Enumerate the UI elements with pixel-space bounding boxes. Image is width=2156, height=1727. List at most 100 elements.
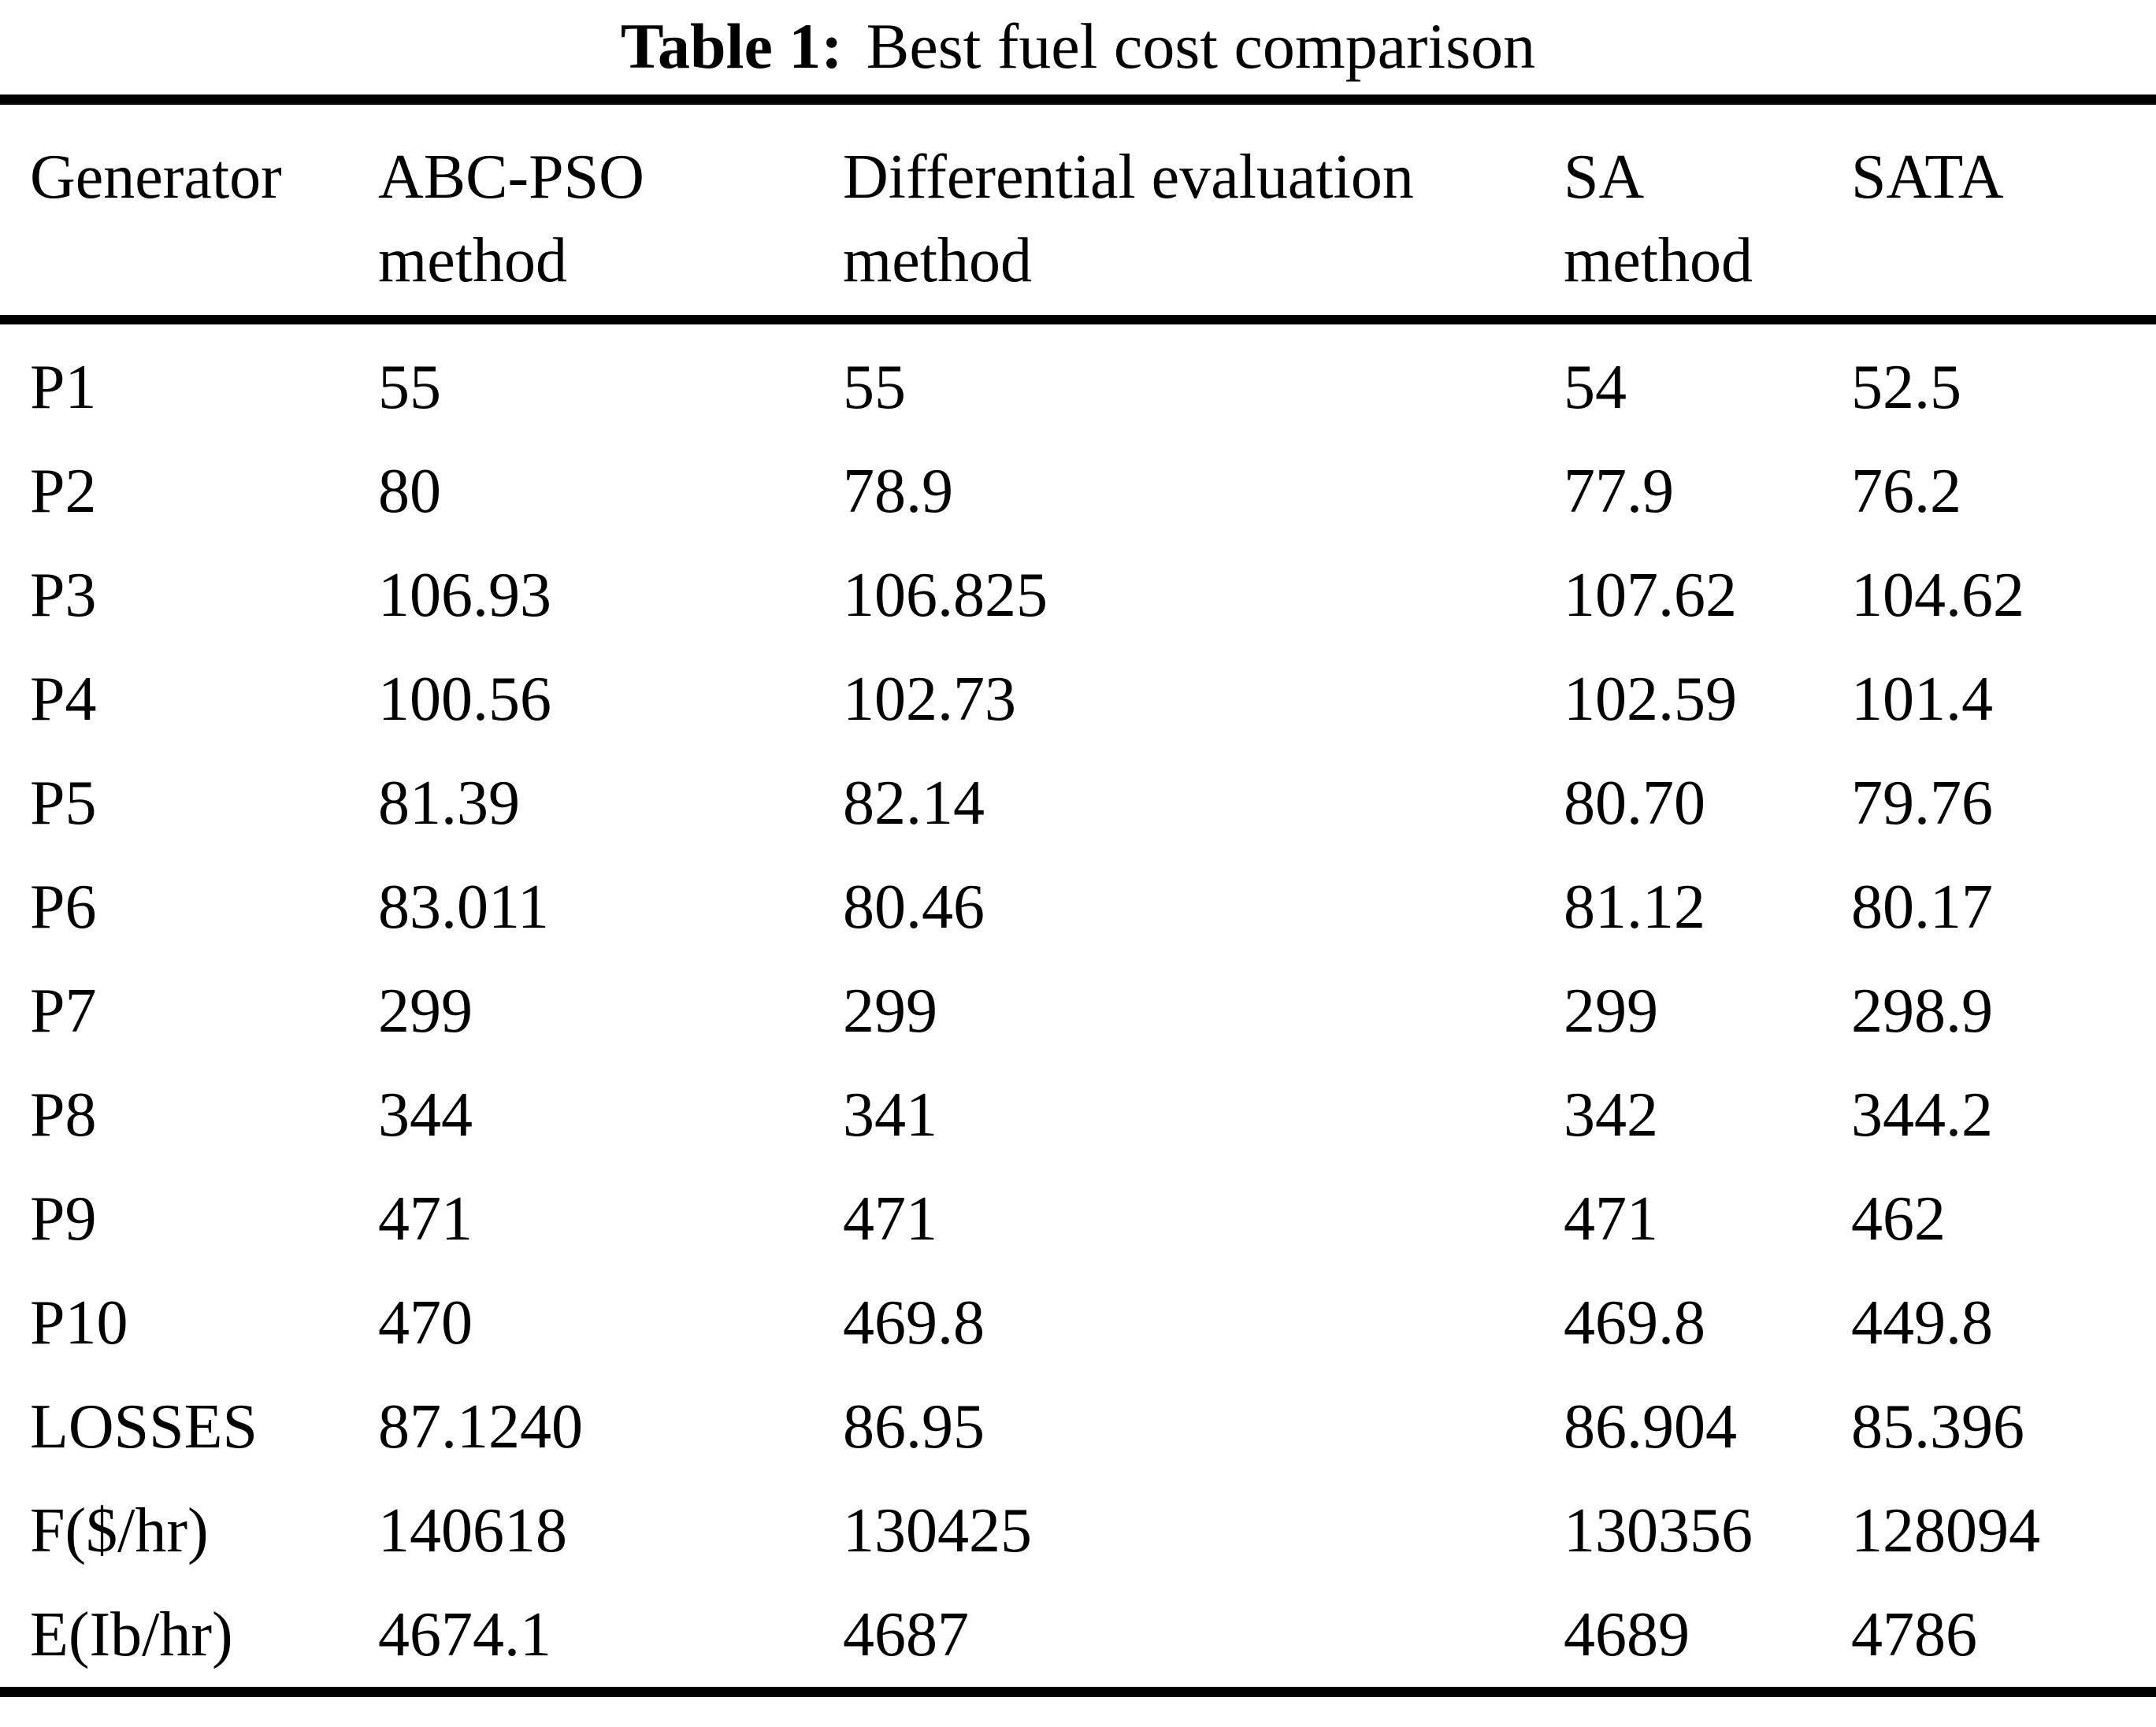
cell-sa: 4689	[1564, 1600, 1690, 1670]
cell-abc-pso: 140618	[378, 1496, 567, 1566]
row-label: P5	[30, 769, 97, 839]
table-row: P8 344 341 342 344.2	[0, 1063, 2156, 1167]
table-row: P2 80 78.9 77.9 76.2	[0, 439, 2156, 543]
cell-abc-pso: 83.011	[378, 873, 550, 943]
cell-abc-pso: 471	[378, 1184, 473, 1254]
row-label: P2	[30, 457, 97, 527]
cell-sata: 52.5	[1851, 353, 1961, 423]
cell-sata: 449.8	[1851, 1288, 1993, 1358]
cell-sa: 342	[1564, 1080, 1658, 1151]
header-line: ABC-PSO	[378, 143, 644, 212]
table-row: P4 100.56 102.73 102.59 101.4	[0, 647, 2156, 751]
row-label: E(Ib/hr)	[30, 1600, 233, 1670]
col-header-sata: SATA	[1851, 99, 2156, 325]
cell-sa: 81.12	[1564, 873, 1705, 943]
cell-sata: 462	[1851, 1184, 1946, 1254]
cell-differential-evaluation: 106.825	[843, 561, 1048, 631]
cell-sata: 344.2	[1851, 1080, 1993, 1151]
cell-abc-pso: 470	[378, 1288, 473, 1358]
cell-differential-evaluation: 471	[843, 1184, 937, 1254]
table-row: P1 55 55 54 52.5	[0, 320, 2156, 439]
header-line: Differential evaluation	[843, 143, 1414, 212]
cell-sa: 469.8	[1564, 1288, 1705, 1358]
cell-sata: 76.2	[1851, 457, 1961, 527]
cell-sata: 80.17	[1851, 873, 1993, 943]
cell-sa: 77.9	[1564, 457, 1674, 527]
row-label: P10	[30, 1288, 128, 1358]
header-row: Generator ABC-PSO method Differential ev…	[0, 99, 2156, 325]
cell-abc-pso: 100.56	[378, 665, 551, 735]
header-line: method	[843, 225, 1032, 295]
cell-sa: 299	[1564, 977, 1658, 1047]
table-row: P3 106.93 106.825 107.62 104.62	[0, 543, 2156, 647]
cell-differential-evaluation: 102.73	[843, 665, 1016, 735]
row-label: P3	[30, 561, 97, 631]
col-header-sa-method: SA method	[1564, 99, 1851, 325]
cell-abc-pso: 106.93	[378, 561, 551, 631]
cell-sata: 85.396	[1851, 1392, 2024, 1462]
cell-differential-evaluation: 299	[843, 977, 937, 1047]
cell-abc-pso: 55	[378, 353, 441, 423]
row-label: LOSSES	[30, 1392, 258, 1462]
row-label: P4	[30, 665, 97, 735]
cell-sa: 107.62	[1564, 561, 1737, 631]
cell-sata: 79.76	[1851, 769, 1993, 839]
table-row: P5 81.39 82.14 80.70 79.76	[0, 751, 2156, 855]
cell-differential-evaluation: 4687	[843, 1600, 969, 1670]
fuel-cost-comparison-table: Generator ABC-PSO method Differential ev…	[0, 95, 2156, 1698]
row-label: P1	[30, 353, 97, 423]
header-line: Generator	[30, 143, 282, 212]
table-row: P7 299 299 299 298.9	[0, 959, 2156, 1063]
cell-sata: 4786	[1851, 1600, 1977, 1670]
cell-abc-pso: 4674.1	[378, 1600, 551, 1670]
table-row: P10 470 469.8 469.8 449.8	[0, 1271, 2156, 1375]
table-row: LOSSES 87.1240 86.95 86.904 85.396	[0, 1375, 2156, 1479]
header-line: SA	[1564, 143, 1645, 212]
cell-abc-pso: 87.1240	[378, 1392, 583, 1462]
cell-sa: 471	[1564, 1184, 1658, 1254]
header-line	[1851, 220, 2156, 303]
cell-differential-evaluation: 130425	[843, 1496, 1032, 1566]
header-line: SATA	[1851, 143, 2004, 212]
cell-sa: 102.59	[1564, 665, 1737, 735]
table-title-text: Best fuel cost comparison	[866, 10, 1536, 82]
cell-sata: 298.9	[1851, 977, 1993, 1047]
table-row: P9 471 471 471 462	[0, 1167, 2156, 1271]
cell-sata: 128094	[1851, 1496, 2040, 1566]
table-row: E(Ib/hr) 4674.1 4687 4689 4786	[0, 1583, 2156, 1692]
cell-abc-pso: 80	[378, 457, 441, 527]
cell-differential-evaluation: 86.95	[843, 1392, 985, 1462]
cell-sa: 130356	[1564, 1496, 1753, 1566]
header-line: method	[378, 225, 567, 295]
row-label: F($/hr)	[30, 1496, 209, 1566]
cell-differential-evaluation: 82.14	[843, 769, 985, 839]
cell-abc-pso: 299	[378, 977, 473, 1047]
cell-sa: 86.904	[1564, 1392, 1737, 1462]
header-line: method	[1564, 225, 1753, 295]
cell-differential-evaluation: 78.9	[843, 457, 953, 527]
row-label: P9	[30, 1184, 97, 1254]
cell-differential-evaluation: 80.46	[843, 873, 985, 943]
cell-abc-pso: 344	[378, 1080, 473, 1151]
col-header-abc-pso-method: ABC-PSO method	[378, 99, 843, 325]
col-header-differential-evaluation-method: Differential evaluation method	[843, 99, 1564, 325]
row-label: P7	[30, 977, 97, 1047]
table-header: Generator ABC-PSO method Differential ev…	[0, 99, 2156, 325]
table-number-label: Table 1:	[620, 10, 843, 82]
table-row: F($/hr) 140618 130425 130356 128094	[0, 1479, 2156, 1583]
cell-sata: 101.4	[1851, 665, 1993, 735]
cell-sata: 104.62	[1851, 561, 2024, 631]
col-header-generator: Generator	[0, 99, 378, 325]
table-row: P6 83.011 80.46 81.12 80.17	[0, 855, 2156, 959]
row-label: P6	[30, 873, 97, 943]
cell-differential-evaluation: 341	[843, 1080, 937, 1151]
cell-sa: 80.70	[1564, 769, 1705, 839]
table-body: P1 55 55 54 52.5 P2 80 78.9 77.9 76.2 P3 106.93 106.…	[0, 320, 2156, 1692]
cell-differential-evaluation: 469.8	[843, 1288, 985, 1358]
cell-differential-evaluation: 55	[843, 353, 906, 423]
cell-sa: 54	[1564, 353, 1627, 423]
row-label: P8	[30, 1080, 97, 1151]
header-line	[30, 220, 378, 303]
table-caption: Table 1: Best fuel cost comparison	[0, 0, 2156, 95]
